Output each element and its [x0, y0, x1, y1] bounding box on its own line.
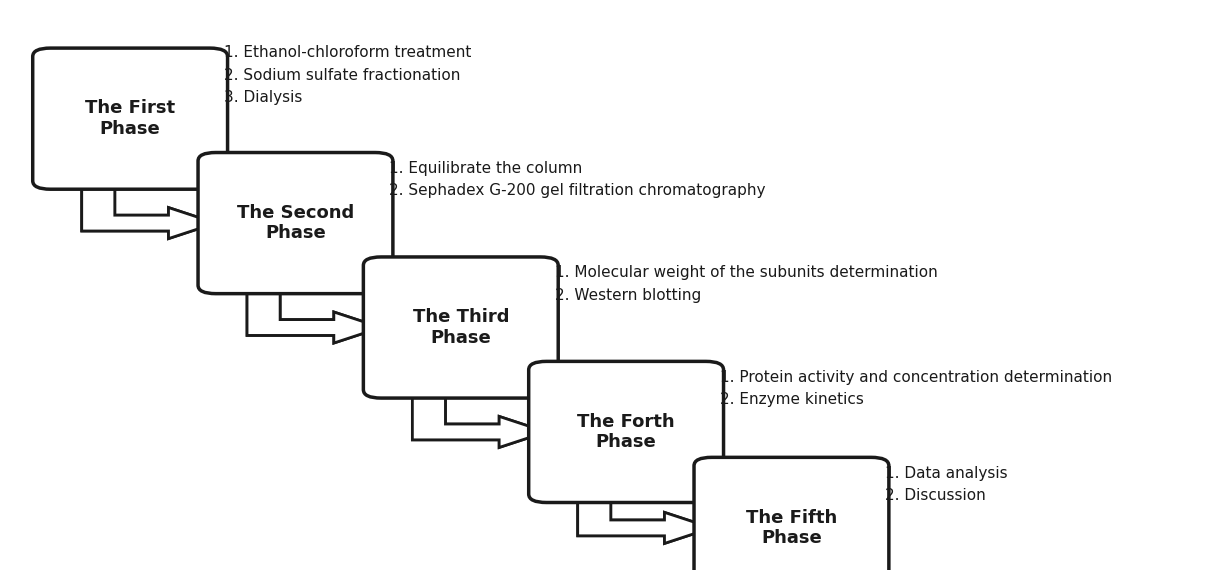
Polygon shape [82, 181, 216, 238]
Text: The First
Phase: The First Phase [86, 99, 175, 138]
Text: 1. Protein activity and concentration determination
2. Enzyme kinetics: 1. Protein activity and concentration de… [721, 370, 1112, 407]
Text: The Third
Phase: The Third Phase [412, 308, 509, 347]
Text: The Fifth
Phase: The Fifth Phase [746, 509, 837, 547]
Polygon shape [412, 389, 546, 448]
Text: 1. Equilibrate the column
2. Sephadex G-200 gel filtration chromatography: 1. Equilibrate the column 2. Sephadex G-… [389, 161, 766, 198]
FancyBboxPatch shape [694, 457, 889, 576]
Polygon shape [577, 494, 712, 543]
Text: The Forth
Phase: The Forth Phase [577, 412, 675, 452]
Text: 1. Ethanol-chloroform treatment
2. Sodium sulfate fractionation
3. Dialysis: 1. Ethanol-chloroform treatment 2. Sodiu… [224, 46, 471, 105]
FancyBboxPatch shape [364, 257, 558, 398]
Text: 1. Data analysis
2. Discussion: 1. Data analysis 2. Discussion [886, 466, 1007, 503]
FancyBboxPatch shape [198, 153, 393, 294]
Polygon shape [247, 285, 381, 343]
FancyBboxPatch shape [529, 361, 723, 502]
Text: The Second
Phase: The Second Phase [237, 204, 354, 242]
Text: 1. Molecular weight of the subunits determination
2. Western blotting: 1. Molecular weight of the subunits dete… [554, 266, 937, 302]
FancyBboxPatch shape [33, 48, 228, 189]
